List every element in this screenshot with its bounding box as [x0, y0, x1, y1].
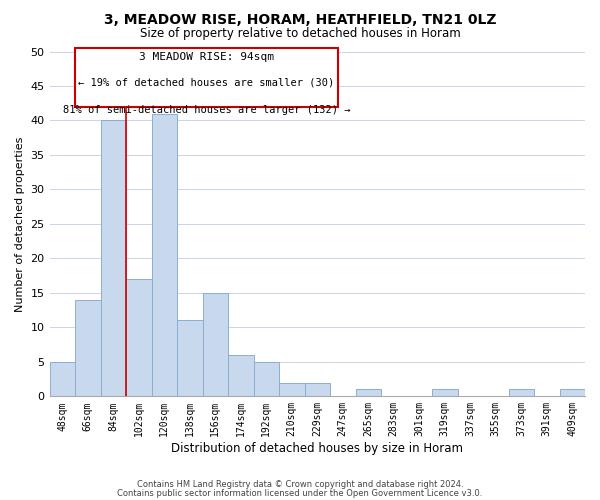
- Bar: [126, 279, 152, 396]
- Bar: [75, 300, 101, 396]
- FancyBboxPatch shape: [75, 48, 338, 106]
- Bar: [228, 355, 254, 397]
- Bar: [254, 362, 279, 396]
- Bar: [560, 390, 585, 396]
- Text: Size of property relative to detached houses in Horam: Size of property relative to detached ho…: [140, 28, 460, 40]
- Bar: [203, 293, 228, 397]
- Bar: [305, 382, 330, 396]
- Text: Contains HM Land Registry data © Crown copyright and database right 2024.: Contains HM Land Registry data © Crown c…: [137, 480, 463, 489]
- Text: Contains public sector information licensed under the Open Government Licence v3: Contains public sector information licen…: [118, 488, 482, 498]
- Bar: [101, 120, 126, 396]
- Bar: [177, 320, 203, 396]
- Text: 3, MEADOW RISE, HORAM, HEATHFIELD, TN21 0LZ: 3, MEADOW RISE, HORAM, HEATHFIELD, TN21 …: [104, 12, 496, 26]
- Text: 3 MEADOW RISE: 94sqm: 3 MEADOW RISE: 94sqm: [139, 52, 274, 62]
- X-axis label: Distribution of detached houses by size in Horam: Distribution of detached houses by size …: [171, 442, 463, 455]
- Bar: [509, 390, 534, 396]
- Text: ← 19% of detached houses are smaller (30): ← 19% of detached houses are smaller (30…: [78, 78, 334, 88]
- Bar: [152, 114, 177, 397]
- Text: 81% of semi-detached houses are larger (132) →: 81% of semi-detached houses are larger (…: [62, 105, 350, 115]
- Bar: [50, 362, 75, 396]
- Bar: [356, 390, 381, 396]
- Y-axis label: Number of detached properties: Number of detached properties: [15, 136, 25, 312]
- Bar: [279, 382, 305, 396]
- Bar: [432, 390, 458, 396]
